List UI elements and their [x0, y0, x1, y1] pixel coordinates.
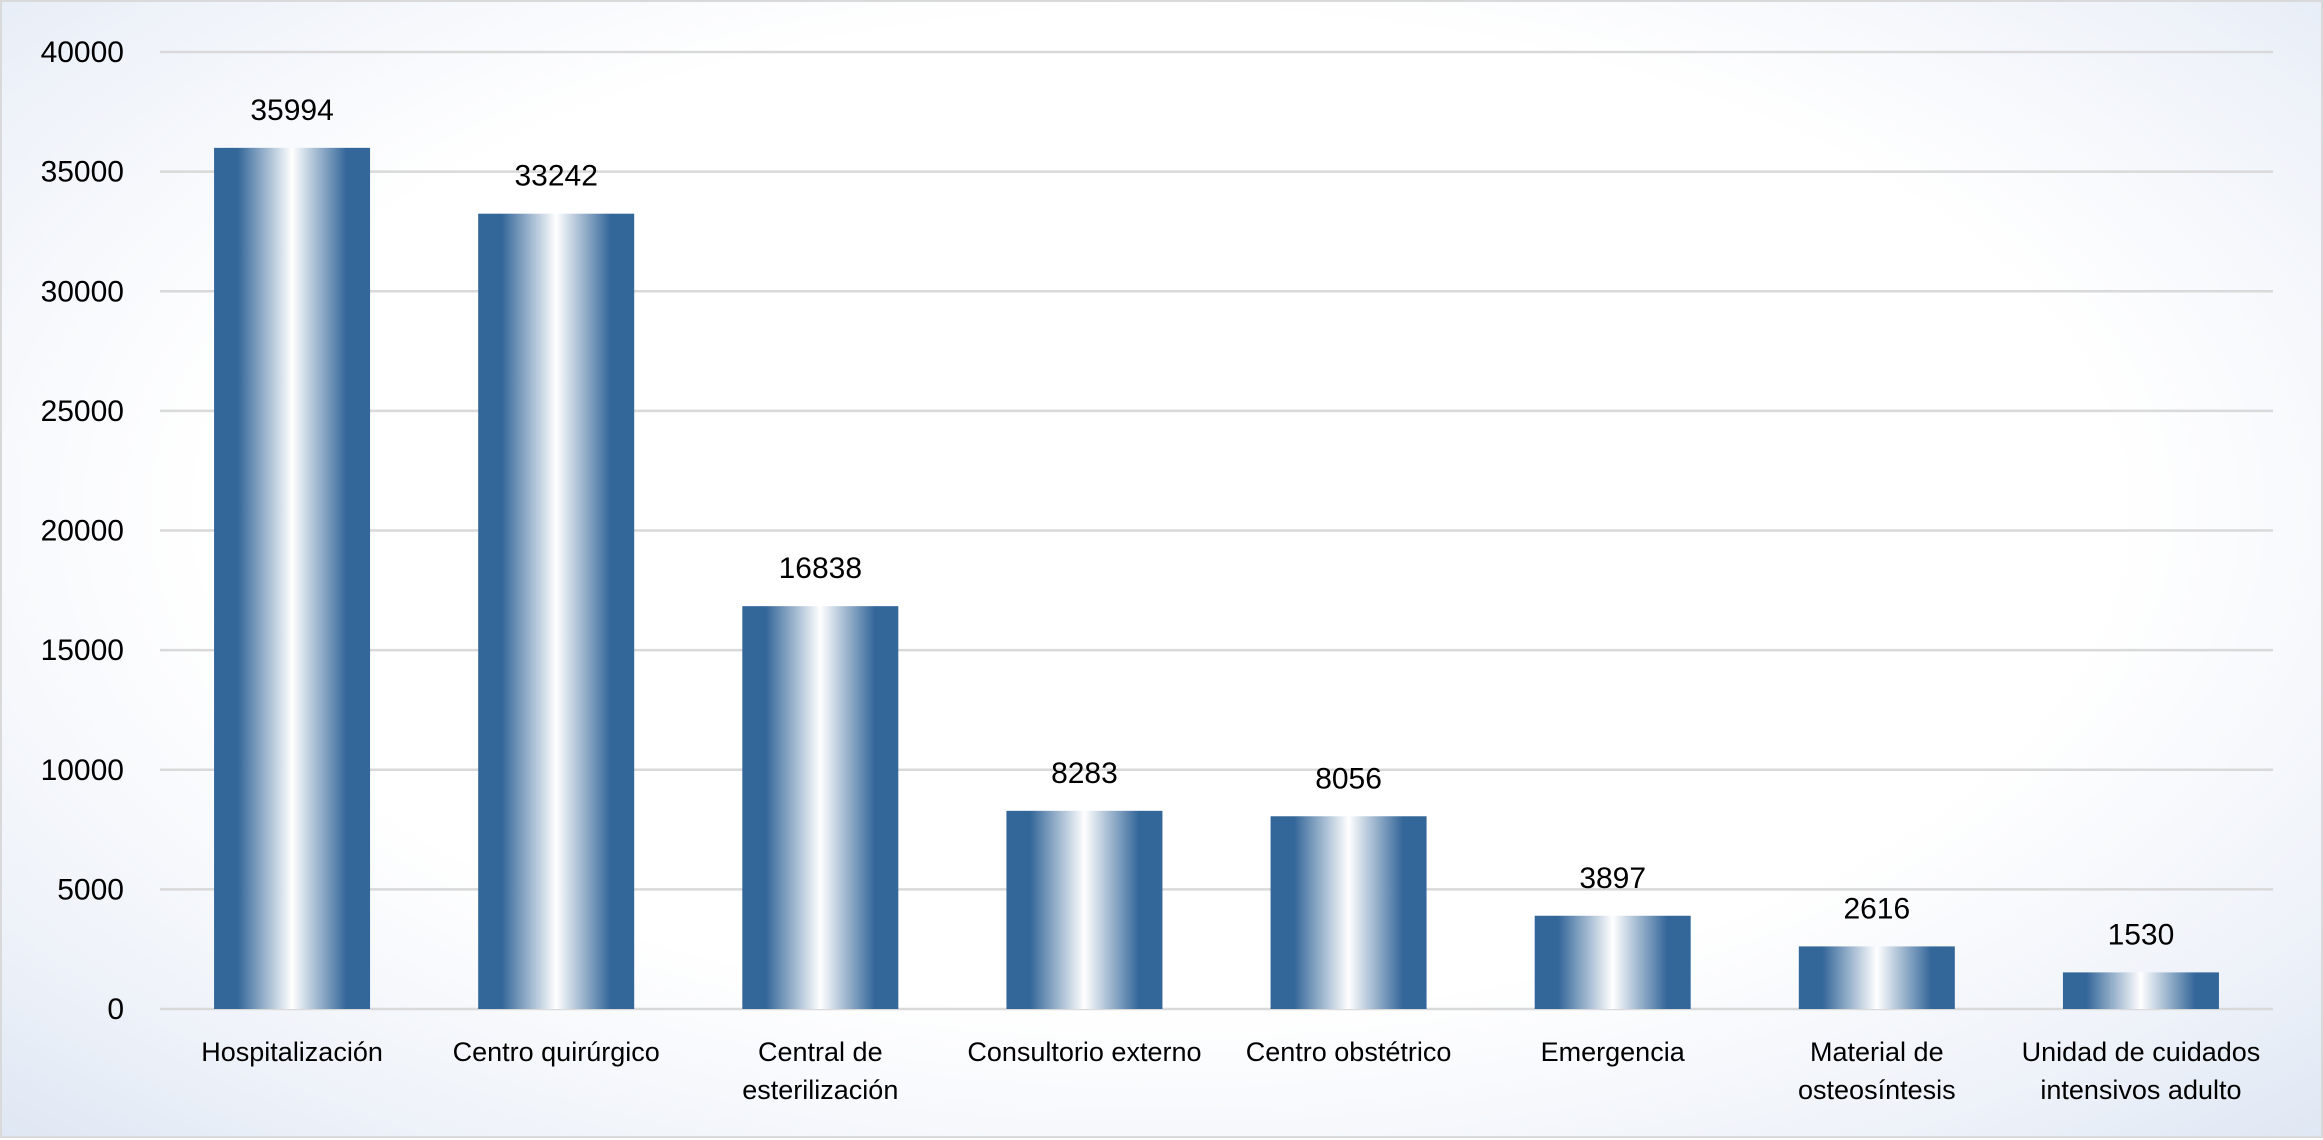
data-label: 8283	[1051, 757, 1118, 790]
x-tick-label: esterilización	[742, 1075, 898, 1105]
bars	[214, 147, 2219, 1009]
y-tick-label: 0	[107, 993, 124, 1026]
data-label: 1530	[2108, 918, 2175, 951]
y-tick-label: 30000	[41, 275, 124, 308]
data-labels: 35994 33242 16838 8283 8056 3897 2616 1530	[250, 94, 2174, 952]
data-label: 8056	[1315, 762, 1382, 795]
bar	[214, 147, 371, 1009]
y-tick-label: 20000	[41, 515, 124, 548]
x-tick-label: Material de	[1810, 1037, 1944, 1067]
data-label: 3897	[1579, 862, 1646, 895]
x-tick-label: Unidad de cuidados	[2022, 1037, 2261, 1067]
y-axis-ticks: 0 5000 10000 15000 20000 25000 30000 35000 40000	[41, 36, 124, 1026]
bar	[478, 213, 635, 1009]
bar	[742, 606, 899, 1009]
x-tick-label: Centro quirúrgico	[453, 1037, 660, 1067]
bar	[1798, 946, 1955, 1009]
x-tick-label: osteosíntesis	[1798, 1075, 1956, 1105]
data-label: 2616	[1843, 892, 1910, 925]
y-tick-label: 25000	[41, 395, 124, 428]
data-label: 35994	[250, 94, 333, 127]
y-tick-label: 10000	[41, 754, 124, 787]
x-tick-label: Centro obstétrico	[1246, 1037, 1452, 1067]
x-tick-label: Hospitalización	[201, 1037, 383, 1067]
bar	[1006, 810, 1163, 1009]
y-tick-label: 35000	[41, 156, 124, 189]
x-axis-labels: Hospitalización Centro quirúrgico Central …	[201, 1037, 2260, 1105]
y-tick-label: 5000	[57, 873, 124, 906]
data-label: 16838	[779, 552, 862, 585]
x-tick-label: intensivos adulto	[2040, 1075, 2241, 1105]
x-tick-label: Consultorio externo	[967, 1037, 1201, 1067]
y-tick-label: 40000	[41, 36, 124, 69]
y-tick-label: 15000	[41, 634, 124, 667]
data-label: 33242	[514, 160, 597, 193]
x-tick-label: Emergencia	[1541, 1037, 1686, 1067]
bar	[1534, 915, 1691, 1009]
gridlines	[160, 50, 2273, 1011]
bar	[2062, 972, 2219, 1009]
bar	[1270, 816, 1427, 1009]
x-tick-label: Central de	[758, 1037, 883, 1067]
